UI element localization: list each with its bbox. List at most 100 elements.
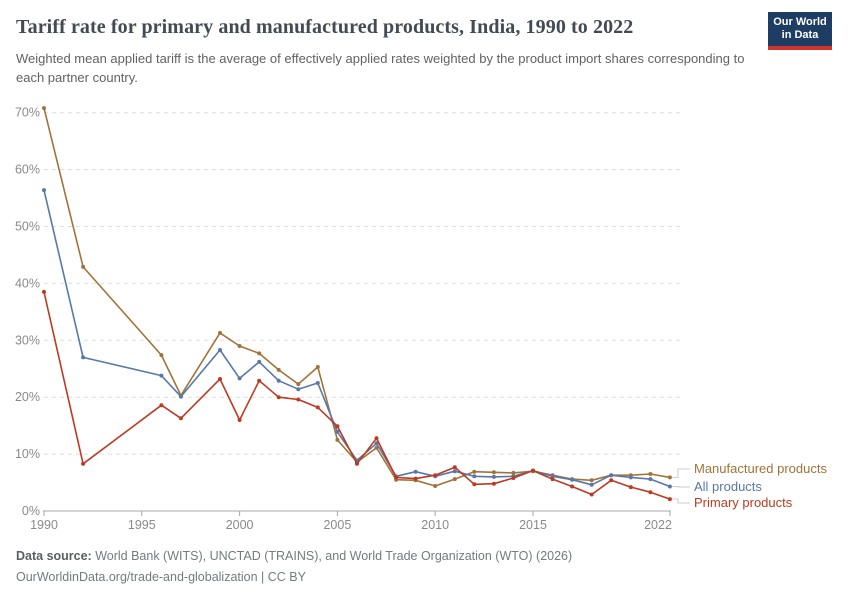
point-all-products-2005 [335, 429, 340, 434]
chart-title: Tariff rate for primary and manufactured… [16, 16, 634, 38]
point-primary-products-2020 [628, 485, 633, 490]
point-manufactured-products-2014 [511, 470, 516, 475]
point-all-products-2003 [296, 387, 301, 392]
point-primary-products-2005 [335, 424, 340, 429]
point-all-products-2013 [491, 474, 496, 479]
series-primary-products [42, 289, 672, 502]
point-all-products-2004 [315, 381, 320, 385]
y-tick-label-70: 70% [15, 106, 40, 120]
point-all-products-2002 [276, 378, 281, 383]
point-primary-products-2010 [433, 473, 438, 478]
legend-label-all-products[interactable]: All products [694, 479, 762, 494]
point-primary-products-2006 [355, 461, 359, 466]
point-all-products-1997 [178, 394, 183, 399]
x-tick-label-1990: 1990 [30, 518, 58, 532]
point-all-products-2021 [648, 477, 653, 482]
point-manufactured-products-2004 [315, 365, 320, 369]
y-gridlines [44, 112, 680, 455]
point-all-products-1990 [42, 188, 46, 193]
point-all-products-2022 [667, 484, 672, 489]
point-primary-products-2014 [511, 476, 516, 480]
point-all-products-2017 [570, 477, 575, 482]
series-manufactured-products [42, 106, 672, 488]
point-manufactured-products-2018 [589, 478, 594, 483]
point-manufactured-products-2002 [276, 367, 281, 372]
owid-logo-line2: in Data [781, 29, 819, 41]
point-primary-products-1990 [42, 289, 46, 294]
point-manufactured-products-1999 [218, 330, 222, 335]
data-source-line: Data source: World Bank (WITS), UNCTAD (… [16, 546, 816, 567]
point-primary-products-1999 [218, 377, 222, 381]
line-primary-products [43, 291, 671, 500]
point-manufactured-products-1990 [42, 106, 46, 111]
point-primary-products-2013 [491, 481, 496, 486]
point-primary-products-2018 [589, 492, 594, 497]
point-manufactured-products-2001 [257, 351, 262, 356]
y-tick-label-10: 10% [15, 447, 40, 461]
point-primary-products-2017 [570, 484, 575, 489]
point-all-products-2007 [374, 441, 379, 446]
legend-label-manufactured-products[interactable]: Manufactured products [694, 461, 827, 476]
point-primary-products-2015 [531, 468, 535, 473]
point-all-products-2019 [609, 473, 614, 478]
point-primary-products-1997 [178, 416, 183, 421]
x-tick-label-2015: 2015 [519, 518, 547, 532]
point-manufactured-products-2000 [237, 344, 242, 348]
legend-label-primary-products[interactable]: Primary products [694, 495, 793, 510]
point-manufactured-products-2007 [374, 445, 379, 450]
chart-footer: Data source: World Bank (WITS), UNCTAD (… [16, 546, 816, 588]
point-all-products-2016 [550, 474, 555, 479]
point-primary-products-2009 [413, 476, 418, 481]
point-manufactured-products-2013 [491, 470, 496, 475]
line-manufactured-products [43, 107, 671, 487]
y-tick-label-50: 50% [15, 220, 40, 234]
connector-2 [671, 498, 690, 504]
x-tick-label-2000: 2000 [226, 518, 254, 532]
point-all-products-1999 [218, 348, 222, 352]
point-primary-products-2002 [276, 395, 281, 400]
x-tick-label-2010: 2010 [421, 518, 449, 532]
point-primary-products-2008 [394, 475, 399, 480]
point-manufactured-products-2003 [296, 382, 301, 387]
point-primary-products-2021 [648, 490, 653, 495]
chart-subtitle: Weighted mean applied tariff is the aver… [16, 51, 745, 85]
x-tick-label-2022: 2022 [644, 518, 672, 532]
point-all-products-2000 [237, 376, 242, 381]
point-manufactured-products-2022 [667, 475, 672, 480]
x-tick-label-1995: 1995 [128, 518, 156, 532]
point-primary-products-2007 [374, 436, 379, 441]
owid-logo: Our World in Data [768, 12, 832, 50]
point-primary-products-2012 [472, 482, 477, 487]
point-primary-products-2003 [296, 397, 301, 402]
point-manufactured-products-1992 [81, 264, 86, 269]
owid-logo-line1: Our World [773, 16, 827, 28]
point-primary-products-2000 [237, 418, 242, 422]
point-primary-products-2004 [315, 405, 320, 410]
point-manufactured-products-2010 [433, 484, 438, 488]
point-primary-products-1996 [159, 403, 164, 408]
point-manufactured-products-2011 [452, 477, 457, 482]
point-primary-products-1992 [81, 461, 86, 466]
connector-0 [671, 468, 690, 478]
point-primary-products-2016 [550, 477, 555, 482]
y-axis-labels: 0% 10% 20% 30% 40% 50% 60% 70% [15, 106, 40, 518]
point-primary-products-2022 [667, 497, 672, 502]
point-all-products-2001 [257, 359, 262, 364]
point-all-products-2012 [472, 474, 477, 479]
data-source-text: World Bank (WITS), UNCTAD (TRAINS), and … [91, 549, 573, 563]
y-tick-label-0: 0% [22, 504, 40, 518]
point-primary-products-2019 [609, 478, 614, 483]
x-tick-label-2005: 2005 [323, 518, 351, 532]
citation-link[interactable]: OurWorldinData.org/trade-and-globalizati… [16, 570, 306, 584]
legend-connectors [671, 468, 690, 504]
point-manufactured-products-2005 [335, 437, 340, 442]
point-manufactured-products-2012 [472, 469, 477, 474]
y-tick-label-30: 30% [15, 333, 40, 347]
point-manufactured-products-2021 [648, 472, 653, 476]
point-primary-products-2011 [452, 465, 457, 470]
point-all-products-1996 [159, 373, 164, 378]
point-all-products-2009 [413, 469, 418, 474]
point-manufactured-products-1996 [159, 353, 164, 358]
